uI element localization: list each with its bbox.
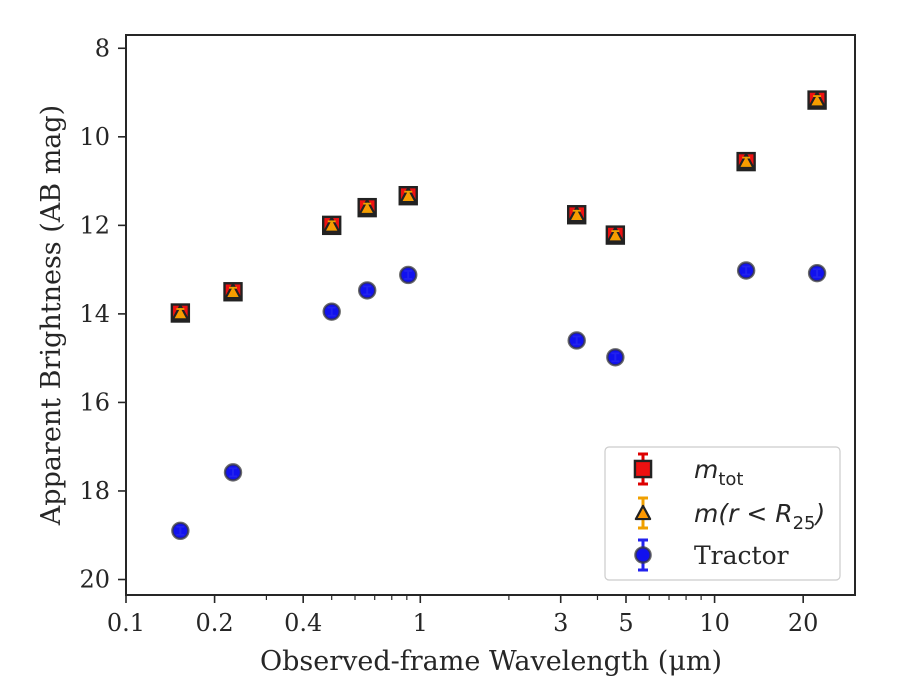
y-tick-label: 12 xyxy=(79,211,110,239)
legend-label: Tractor xyxy=(694,541,789,570)
series-triangle xyxy=(171,91,826,321)
legend-marker xyxy=(634,546,652,564)
x-tick-label: 0.1 xyxy=(107,609,145,637)
legend-marker xyxy=(633,459,653,479)
x-tick-label: 20 xyxy=(788,609,819,637)
legend-label: mtot xyxy=(694,455,744,490)
x-tick-label: 1 xyxy=(413,609,428,637)
legend-label-main: m xyxy=(694,455,718,484)
legend-item: Tractor xyxy=(634,538,789,572)
y-tick-label: 8 xyxy=(95,34,110,62)
y-tick-label: 18 xyxy=(79,477,110,505)
x-tick-label: 5 xyxy=(618,609,633,637)
y-tick-label: 16 xyxy=(79,388,110,416)
legend-item: m(r < R25) xyxy=(634,496,825,534)
y-tick-label: 14 xyxy=(79,300,110,328)
y-tick-label: 20 xyxy=(79,566,110,594)
legend-label-subscript: 25 xyxy=(793,513,816,534)
legend-item: mtot xyxy=(633,452,744,490)
x-tick-label: 10 xyxy=(699,609,730,637)
legend-marker xyxy=(634,504,652,521)
legend-label-main: m(r < R xyxy=(694,499,793,528)
data-markers xyxy=(170,90,827,541)
axes: 0.1 0.2 0.4 1 3 5 10 20 8 10 12 14 16 18 20 xyxy=(79,34,818,637)
series-circle xyxy=(171,261,827,541)
legend-label-subscript: tot xyxy=(718,469,743,490)
legend-label-main: Tractor xyxy=(694,541,789,570)
legend: mtot m(r < R25) Tractor xyxy=(604,446,841,581)
y-axis-label: Apparent Brightness (AB mag) xyxy=(36,105,67,526)
x-tick-label: 0.4 xyxy=(284,609,322,637)
x-axis-label: Observed-frame Wavelength (μm) xyxy=(260,646,722,677)
legend-label: m(r < R25) xyxy=(694,499,825,534)
legend-frame xyxy=(604,446,841,581)
y-tick-label: 10 xyxy=(79,123,110,151)
x-tick-label: 0.2 xyxy=(196,609,234,637)
x-tick-label: 3 xyxy=(553,609,568,637)
legend-label-close: ) xyxy=(814,499,826,528)
